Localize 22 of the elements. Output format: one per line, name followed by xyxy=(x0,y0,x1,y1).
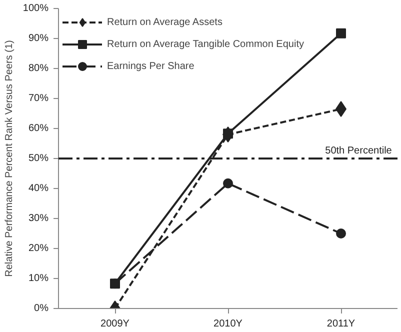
y-tick-label: 50% xyxy=(28,153,49,164)
y-tick-label: 70% xyxy=(28,93,49,104)
legend-label: Return on Average Tangible Common Equity xyxy=(107,38,304,50)
point xyxy=(336,228,346,238)
y-tick-label: 20% xyxy=(28,243,49,254)
point xyxy=(336,28,346,38)
x-tick-label: 2011Y xyxy=(326,318,356,330)
y-tick-label: 40% xyxy=(28,183,49,194)
legend-label: Earnings Per Share xyxy=(107,60,194,72)
y-tick-label: 90% xyxy=(28,33,49,44)
point xyxy=(223,178,233,188)
y-tick-label: 0% xyxy=(34,303,49,314)
y-axis-title: Relative Performance Percent Rank Versus Peers (1) xyxy=(4,40,15,277)
x-tick-label: 2010Y xyxy=(214,318,243,330)
legend-label: Return on Average Assets xyxy=(107,16,222,28)
y-tick-label: 10% xyxy=(28,273,49,284)
x-tick-label: 2009Y xyxy=(100,318,130,330)
y-tick-label: 60% xyxy=(28,123,49,134)
ref-line-label: 50th Percentile xyxy=(325,146,392,156)
y-tick-label: 100% xyxy=(22,3,49,14)
y-tick-label: 30% xyxy=(28,213,49,224)
y-tick-label: 80% xyxy=(28,63,49,74)
